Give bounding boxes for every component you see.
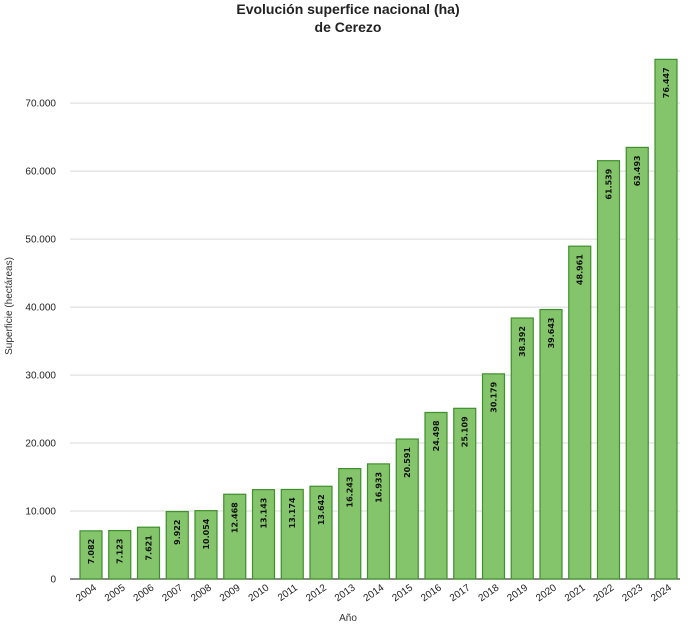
- bar-2013: [338, 467, 362, 580]
- bar-2022: [596, 160, 621, 580]
- x-tick-label: 2009: [218, 582, 243, 604]
- x-tick-label: 2024: [649, 582, 674, 604]
- bars: [79, 58, 678, 580]
- bar-2008: [194, 510, 218, 580]
- bar-value-label: 38.392: [518, 326, 527, 357]
- bar-2016: [424, 411, 448, 580]
- y-tick-label: 70.000: [25, 99, 56, 110]
- bar-value-label: 13.642: [317, 494, 326, 525]
- bar-2020: [539, 308, 563, 580]
- bar-2005: [108, 529, 132, 580]
- bar-2015: [395, 438, 419, 580]
- bar-value-label: 39.643: [547, 318, 556, 349]
- y-tick-label: 60.000: [25, 167, 56, 178]
- bar-value-label: 7.621: [145, 535, 154, 561]
- x-tick-label: 2006: [132, 582, 157, 604]
- x-tick-label: 2017: [448, 582, 473, 604]
- x-tick-label: 2008: [189, 582, 214, 604]
- x-tick-label: 2016: [419, 582, 444, 604]
- x-tick-label: 2020: [534, 582, 559, 604]
- bar-2011: [280, 488, 304, 580]
- x-tick-label: 2023: [620, 582, 645, 604]
- bar-value-label: 48.961: [576, 254, 585, 285]
- bar-value-label: 10.054: [202, 518, 211, 549]
- bar-2007: [165, 510, 189, 580]
- x-tick-label: 2015: [390, 582, 415, 604]
- bar-2024: [654, 58, 678, 580]
- bar-2014: [366, 463, 391, 580]
- x-tick-label: 2005: [103, 582, 128, 604]
- x-tick-label: 2022: [592, 582, 617, 604]
- bar-value-label: 12.468: [231, 502, 240, 533]
- bar-value-label: 7.082: [87, 539, 96, 564]
- bar-value-label: 30.179: [490, 381, 499, 412]
- bar-value-label: 16.243: [346, 477, 355, 508]
- bar-value-label: 63.493: [633, 155, 642, 186]
- x-tick-label: 2018: [477, 582, 502, 604]
- x-tick-label: 2013: [333, 582, 358, 604]
- bar-2017: [453, 407, 477, 580]
- bar-value-label: 7.123: [116, 539, 125, 564]
- bar-value-label: 25.109: [461, 416, 470, 447]
- x-tick-label: 2012: [304, 582, 329, 604]
- bar-2018: [481, 373, 506, 580]
- x-axis-ticks: 2004 2005 2006 2007 2008 2009 2010 2011 2012 2013…: [74, 582, 674, 604]
- x-tick-label: 2014: [362, 582, 387, 604]
- bar-value-label: 9.922: [173, 520, 182, 545]
- bar-2004: [79, 530, 103, 580]
- bar-value-label: 61.539: [605, 168, 614, 199]
- x-tick-label: 2019: [505, 582, 530, 604]
- x-tick-label: 2004: [74, 582, 99, 604]
- bar-value-label: 24.498: [432, 420, 441, 451]
- x-tick-label: 2007: [160, 582, 185, 604]
- bar-2021: [568, 245, 592, 580]
- bar-value-label: 13.143: [259, 498, 268, 529]
- y-tick-label: 40.000: [25, 303, 56, 314]
- bar-value-label: 16.933: [375, 472, 384, 503]
- bar-2006: [136, 526, 161, 580]
- x-tick-label: 2011: [276, 582, 300, 604]
- bar-value-labels: 7.082 7.123 7.621 9.922 10.054 12.468 13.143 13…: [87, 67, 671, 564]
- bar-2009: [223, 493, 247, 580]
- y-tick-label: 0: [50, 575, 56, 586]
- x-tick-label: 2021: [563, 582, 588, 604]
- bar-value-label: 13.174: [288, 497, 297, 528]
- y-tick-label: 30.000: [25, 371, 56, 382]
- chart-title: Evolución superfice nacional (ha): [236, 1, 459, 17]
- bar-2023: [625, 146, 649, 580]
- y-axis-ticks: 0 10.000 20.000 30.000 40.000 50.000 60.000 70.…: [25, 99, 56, 586]
- x-tick-label: 2010: [247, 582, 272, 604]
- y-tick-label: 10.000: [25, 507, 56, 518]
- x-axis-label: Año: [339, 613, 357, 624]
- y-tick-label: 20.000: [25, 439, 56, 450]
- bar-2010: [251, 489, 276, 580]
- y-tick-label: 50.000: [25, 235, 56, 246]
- bar-2019: [510, 317, 534, 580]
- bar-value-label: 76.447: [662, 67, 671, 98]
- bar-value-label: 20.591: [403, 447, 412, 478]
- y-axis-label: Superficie (hectáreas): [4, 257, 15, 355]
- bar-2012: [309, 485, 333, 580]
- chart-subtitle: de Cerezo: [315, 19, 382, 35]
